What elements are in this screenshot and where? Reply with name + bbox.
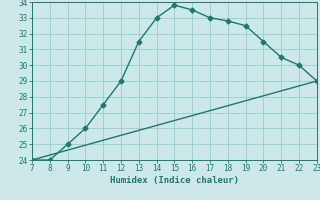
X-axis label: Humidex (Indice chaleur): Humidex (Indice chaleur) bbox=[110, 176, 239, 185]
